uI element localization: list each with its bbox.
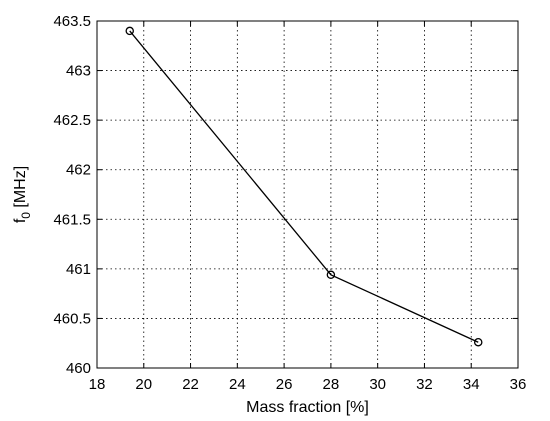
y-tick-label: 461.5	[53, 211, 91, 228]
series-layer	[125, 26, 483, 347]
y-axis-label-unit: [MHz]	[12, 166, 29, 212]
plot-background	[97, 21, 518, 368]
y-tick-label: 460	[66, 360, 91, 377]
data-point	[473, 337, 483, 347]
y-tick-label: 463.5	[53, 13, 91, 30]
grid	[97, 21, 518, 368]
x-tick-label: 26	[276, 376, 293, 393]
x-tick-label: 20	[135, 376, 152, 393]
series-line	[129, 30, 479, 343]
x-tick-label: 18	[89, 376, 106, 393]
y-tick-label: 461	[66, 261, 91, 278]
y-tick-label: 463	[66, 63, 91, 80]
x-tick-label: 32	[416, 376, 433, 393]
y-axis-label: f0 [MHz]	[12, 166, 33, 223]
x-tick-label: 28	[323, 376, 340, 393]
x-tick-label: 22	[182, 376, 199, 393]
y-tick-label: 460.5	[53, 310, 91, 327]
x-tick-label: 30	[369, 376, 386, 393]
ticks	[96, 20, 519, 369]
x-tick-label: 24	[229, 376, 246, 393]
plot-frame	[96, 20, 519, 369]
data-point	[125, 26, 134, 36]
y-tick-label: 462	[66, 162, 91, 179]
x-tick-label: 36	[510, 376, 527, 393]
x-tick-label: 34	[463, 376, 480, 393]
x-axis-label: Mass fraction [%]	[246, 399, 369, 416]
data-point	[326, 270, 336, 280]
y-tick-labels: 460 460.5 461 461.5 462 462.5 463 463.5	[53, 13, 91, 377]
x-tick-labels: 18 20 22 24 26 28 30 32 34 36	[89, 376, 527, 393]
y-axis-label-subscript: 0	[19, 212, 33, 219]
y-axis-label-main: f	[12, 218, 29, 223]
y-tick-label: 462.5	[53, 112, 91, 129]
